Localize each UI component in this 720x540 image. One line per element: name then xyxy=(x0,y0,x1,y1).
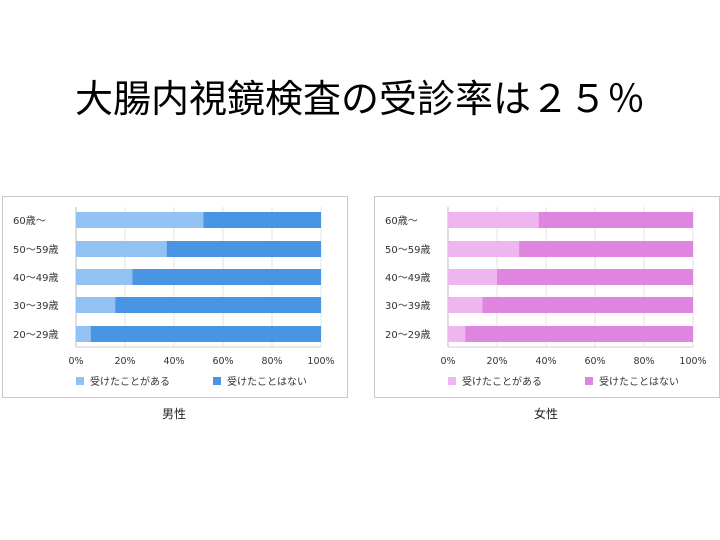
legend-swatch xyxy=(213,377,221,385)
x-tick-label: 80% xyxy=(633,356,654,367)
x-tick-label: 100% xyxy=(679,356,706,367)
bar-segment xyxy=(448,212,539,228)
male-chart-panel: 60歳～ 50～59歳 40～49歳 30～39歳 20～29歳 0% 20% 40% 60% 8… xyxy=(2,196,348,398)
legend-label: 受けたことがある xyxy=(90,375,170,388)
x-tick-label: 60% xyxy=(584,356,605,367)
x-tick-label: 20% xyxy=(114,356,135,367)
female-chart-caption: 女性 xyxy=(533,407,558,421)
bar-segment xyxy=(76,297,116,313)
chart-svg: 60歳～ 50～59歳 40～49歳 30～39歳 20～29歳 0% 20% 40% 60% 8… xyxy=(13,207,335,388)
legend-swatch xyxy=(585,377,593,385)
category-label: 50～59歳 xyxy=(385,244,430,256)
category-label: 20～29歳 xyxy=(13,329,58,341)
bar-segment xyxy=(115,297,321,313)
legend-swatch xyxy=(76,377,84,385)
legend-label: 受けたことはない xyxy=(599,376,679,388)
bar-segment xyxy=(132,269,321,285)
legend-swatch xyxy=(448,377,456,385)
bar-segment xyxy=(465,326,693,342)
chart-svg: 60歳～ 50～59歳 40～49歳 30～39歳 20～29歳 0% 20% 40% 60% 8… xyxy=(385,207,707,388)
x-tick-label: 0% xyxy=(440,356,455,367)
category-label: 50～59歳 xyxy=(13,244,58,256)
bar-segment xyxy=(538,212,693,228)
bar-segment xyxy=(76,326,91,342)
x-tick-label: 80% xyxy=(261,356,282,367)
bar-segment xyxy=(203,212,321,228)
category-label: 60歳～ xyxy=(13,215,46,227)
x-tick-label: 0% xyxy=(68,356,83,367)
category-label: 40～49歳 xyxy=(385,272,430,284)
x-tick-label: 60% xyxy=(212,356,233,367)
bar-segment xyxy=(482,297,693,313)
category-label: 40～49歳 xyxy=(13,272,58,284)
bar-segment xyxy=(519,241,693,257)
bar-segment xyxy=(76,212,204,228)
bar-segment xyxy=(448,241,520,257)
bar-segment xyxy=(76,241,167,257)
male-chart-caption: 男性 xyxy=(161,407,186,421)
category-label: 30～39歳 xyxy=(13,300,58,312)
category-label: 60歳～ xyxy=(385,215,418,227)
bar-segment xyxy=(448,269,497,285)
x-tick-label: 40% xyxy=(163,356,184,367)
bar-segment xyxy=(448,297,483,313)
category-label: 20～29歳 xyxy=(385,329,430,341)
legend-label: 受けたことはない xyxy=(227,376,307,388)
x-tick-label: 40% xyxy=(535,356,556,367)
bar-segment xyxy=(497,269,693,285)
bar-segment xyxy=(448,326,466,342)
bar-segment xyxy=(76,269,133,285)
bar-segment xyxy=(166,241,321,257)
x-tick-label: 20% xyxy=(486,356,507,367)
bar-segment xyxy=(90,326,321,342)
slide-title: 大腸内視鏡検査の受診率は２５％ xyxy=(74,77,645,121)
x-tick-label: 100% xyxy=(307,356,334,367)
female-chart-panel: 60歳～ 50～59歳 40～49歳 30～39歳 20～29歳 0% 20% 40% 60% 8… xyxy=(374,196,720,398)
legend-label: 受けたことがある xyxy=(462,375,542,388)
category-label: 30～39歳 xyxy=(385,300,430,312)
